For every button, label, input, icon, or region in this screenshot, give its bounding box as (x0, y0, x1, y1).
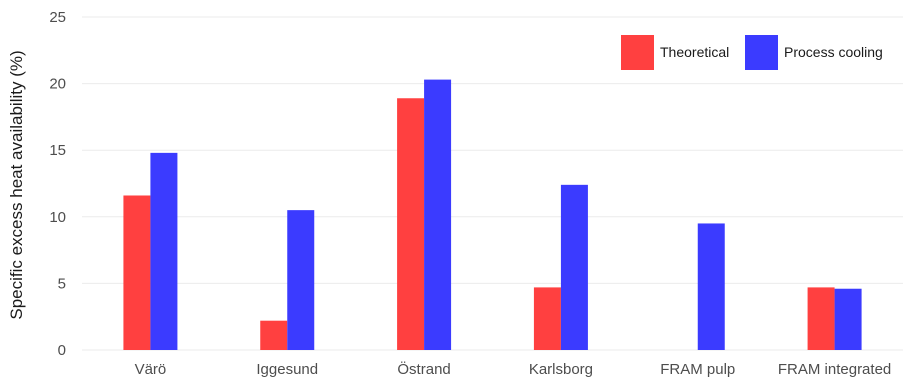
bar-process-cooling (287, 210, 315, 350)
y-tick-label: 25 (49, 9, 66, 26)
legend-label: Process cooling (784, 44, 883, 60)
bar-process-cooling (560, 184, 588, 350)
y-tick-labels: 0 5 10 15 20 25 (49, 9, 66, 359)
legend: Theoretical Process cooling (621, 35, 883, 70)
bar-theoretical (533, 287, 561, 350)
x-tick-label: Östrand (397, 360, 450, 378)
bars-layer (123, 79, 862, 350)
y-axis-title: Specific excess heat availability (%) (7, 50, 26, 319)
x-tick-label: Värö (135, 361, 167, 378)
bar-theoretical (397, 98, 425, 350)
legend-swatch (745, 35, 778, 70)
legend-label: Theoretical (660, 44, 729, 60)
bar-process-cooling (834, 288, 862, 350)
y-tick-label: 5 (58, 275, 66, 292)
legend-swatch (621, 35, 654, 70)
y-tick-label: 0 (58, 342, 66, 359)
y-tick-label: 20 (49, 76, 66, 93)
bar-theoretical (260, 320, 288, 350)
y-tick-label: 10 (49, 209, 66, 226)
x-tick-label: Iggesund (256, 361, 318, 378)
y-tick-label: 15 (49, 142, 66, 159)
x-tick-label: FRAM integrated (778, 361, 891, 378)
x-tick-labels: Värö Iggesund Östrand Karlsborg FRAM pulp FRA… (135, 360, 892, 378)
grid-layer (82, 16, 903, 351)
bar-theoretical (807, 287, 835, 350)
x-tick-label: Karlsborg (529, 361, 593, 378)
bar-process-cooling (150, 152, 178, 350)
bar-theoretical (123, 195, 151, 350)
x-tick-label: FRAM pulp (660, 361, 735, 378)
bar-process-cooling (697, 223, 725, 350)
bar-process-cooling (424, 79, 452, 350)
